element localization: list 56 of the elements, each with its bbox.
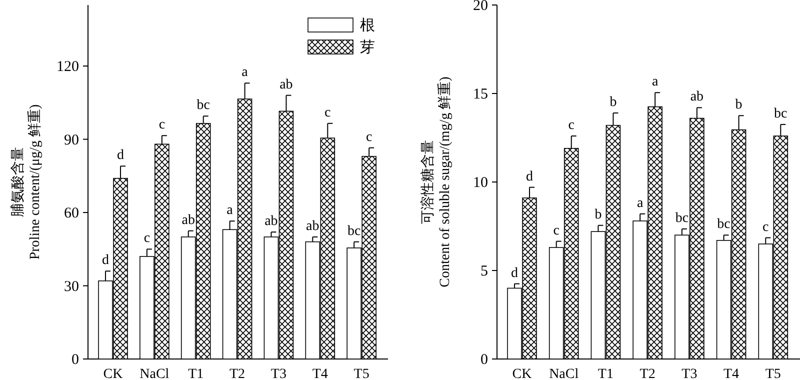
data-label: ab (306, 218, 320, 234)
x-tick-label: T1 (188, 367, 204, 380)
data-label: bc (675, 210, 689, 226)
x-tick-label: T3 (682, 367, 698, 380)
data-label: b (735, 98, 742, 113)
data-label: c (324, 105, 331, 120)
data-label: c (144, 231, 150, 246)
y-tick-label: 15 (473, 86, 488, 102)
y-tick-label: 30 (64, 278, 79, 295)
data-label: bc (347, 224, 361, 239)
data-label: ab (280, 77, 293, 92)
data-label: ab (182, 212, 195, 228)
y-axis-title: 可溶性糖含量 Content of soluble sugar/(mg/g 鲜重) (420, 76, 453, 288)
x-tick-label: CK (103, 367, 123, 380)
data-label: a (226, 203, 234, 218)
x-tick-label: T3 (270, 367, 286, 380)
data-label: d (117, 148, 124, 164)
x-tick-label: T5 (765, 367, 781, 380)
y-tick-label: 0 (72, 352, 79, 368)
x-tick-label: T4 (724, 367, 740, 380)
data-label: ab (264, 214, 278, 230)
y-tick-label: 0 (480, 352, 488, 368)
y-tick-label: 5 (480, 264, 488, 280)
x-tick-label: T5 (354, 367, 370, 380)
x-tick-label: T1 (598, 367, 614, 380)
x-tick-label: T2 (230, 367, 246, 380)
legend-label: 芽 (360, 39, 375, 56)
y-tick-label: 10 (473, 175, 488, 191)
data-label: bc (717, 217, 730, 232)
legend-label: 根 (360, 17, 375, 34)
y-tick-label: 20 (473, 0, 488, 14)
data-label: d (526, 169, 533, 184)
data-label: c (158, 118, 166, 133)
data-label: bc (774, 106, 788, 122)
data-label: c (366, 130, 372, 145)
y-axis-title: 脯氨酸含量 Proline content/(μg/g 鲜重) (10, 104, 43, 260)
data-label: b (594, 207, 602, 222)
y-tick-label: 60 (64, 206, 79, 222)
data-label: a (652, 74, 659, 90)
x-tick-label: CK (512, 367, 532, 380)
x-tick-label: NaCl (549, 367, 579, 380)
data-label: ab (690, 90, 704, 105)
data-label: a (636, 196, 644, 211)
data-label: a (242, 65, 249, 80)
y-tick-label: 120 (56, 59, 79, 76)
y-tick-label: 90 (64, 132, 79, 148)
data-label: bc (196, 98, 210, 114)
data-label: b (610, 94, 617, 110)
x-tick-label: T4 (312, 367, 328, 380)
data-label: d (511, 266, 518, 281)
data-label: c (762, 220, 769, 235)
data-label: c (568, 118, 574, 133)
x-tick-label: T2 (640, 367, 656, 380)
x-tick-label: NaCl (140, 367, 170, 380)
data-label: c (553, 223, 560, 238)
data-label: d (102, 253, 109, 268)
